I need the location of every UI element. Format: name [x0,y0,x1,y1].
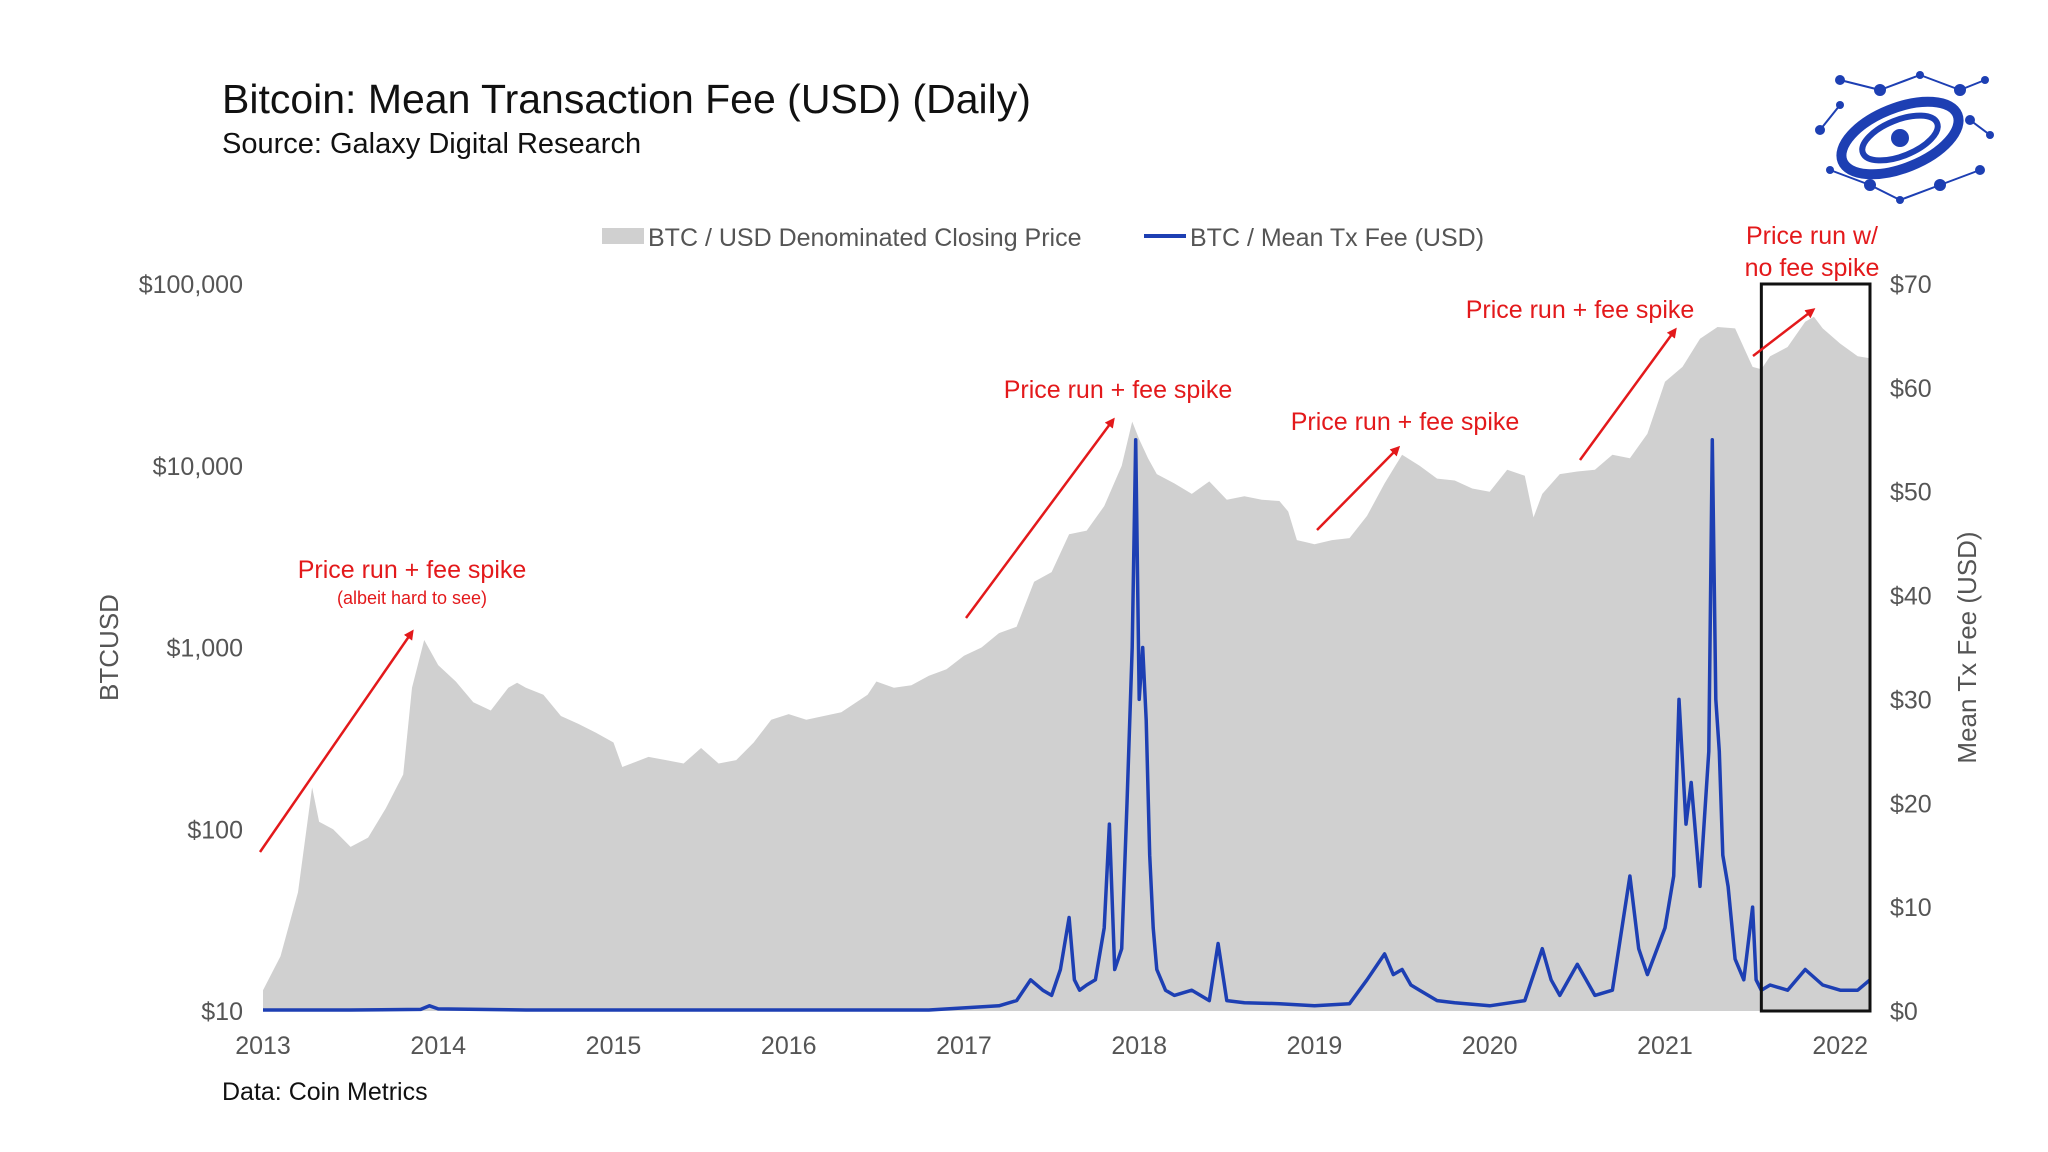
chart-title: Bitcoin: Mean Transaction Fee (USD) (Dai… [222,76,1031,122]
annotation-label: Price run + fee spike [1291,408,1520,436]
annotation-label: Price run + fee spike [298,556,527,584]
right-y-tick-label: $0 [1890,998,1918,1026]
right-y-tick-label: $30 [1890,686,1932,714]
legend-label-fee: BTC / Mean Tx Fee (USD) [1190,224,1484,252]
left-y-tick-label: $100 [187,816,243,844]
x-tick-label: 2014 [410,1032,466,1060]
data-source-note: Data: Coin Metrics [222,1078,428,1106]
right-y-tick-label: $70 [1890,271,1932,299]
x-tick-label: 2021 [1637,1032,1693,1060]
right-y-tick-label: $60 [1890,375,1932,403]
right-y-axis-title: Mean Tx Fee (USD) [1952,531,1982,763]
annotation-label: Price run w/ [1746,222,1878,250]
annotation-arrow [1752,308,1816,357]
highlight-box [1759,282,1872,1013]
galaxy-network-logo-icon [1800,60,2000,215]
annotation-sublabel: (albeit hard to see) [337,588,487,608]
x-tick-label: 2013 [235,1032,291,1060]
x-tick-label: 2019 [1287,1032,1343,1060]
annotation-label: no fee spike [1745,254,1880,282]
annotation-arrow [1578,327,1677,461]
right-y-tick-label: $50 [1890,479,1932,507]
x-tick-label: 2016 [761,1032,817,1060]
legend-label-price: BTC / USD Denominated Closing Price [648,224,1082,252]
price-area-series [263,316,1870,1011]
annotation-label: Price run + fee spike [1466,296,1695,324]
left-y-tick-label: $10,000 [153,453,243,481]
right-y-tick-label: $20 [1890,790,1932,818]
left-y-tick-label: $1,000 [167,635,243,663]
x-tick-label: 2015 [586,1032,642,1060]
fee-line-series [263,438,1872,1012]
annotation-arrow [1316,445,1401,531]
left-y-axis-title: BTCUSD [94,594,124,701]
right-y-tick-label: $40 [1890,583,1932,611]
left-y-tick-label: $100,000 [139,271,243,299]
annotation-arrow [258,629,414,853]
annotation-arrow [964,417,1115,619]
annotation-label: Price run + fee spike [1004,376,1233,404]
right-y-tick-label: $10 [1890,894,1932,922]
chart-subtitle: Source: Galaxy Digital Research [222,128,642,160]
x-tick-label: 2022 [1812,1032,1868,1060]
left-y-tick-label: $10 [201,998,243,1026]
legend-swatch-price [602,228,644,244]
x-tick-label: 2018 [1111,1032,1167,1060]
x-tick-label: 2017 [936,1032,992,1060]
x-tick-label: 2020 [1462,1032,1518,1060]
